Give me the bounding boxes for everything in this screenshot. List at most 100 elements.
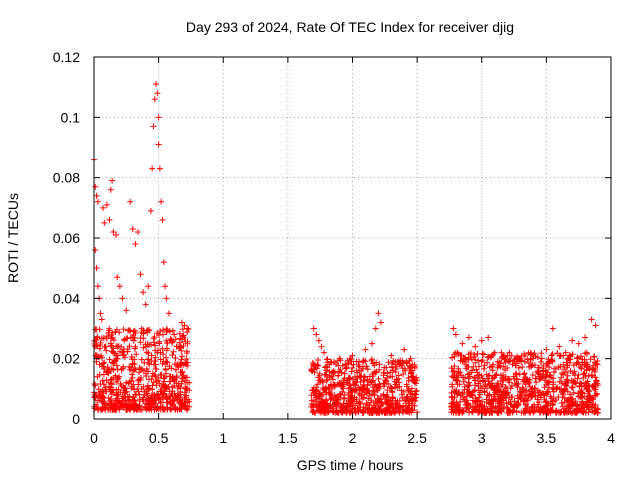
data-point (159, 216, 166, 223)
data-point (94, 283, 101, 290)
data-point (160, 259, 167, 266)
data-point (377, 319, 384, 326)
data-point (127, 198, 134, 205)
y-tick-label: 0.04 (53, 290, 80, 306)
data-point (582, 334, 589, 341)
data-point (315, 337, 322, 344)
x-tick-label: 1.5 (278, 430, 298, 446)
data-point (92, 183, 99, 190)
data-point (178, 319, 185, 326)
data-point (106, 216, 113, 223)
data-point (588, 316, 595, 323)
data-point (140, 289, 147, 296)
data-point (549, 325, 556, 332)
chart-title: Day 293 of 2024, Rate Of TEC Index for r… (186, 19, 514, 35)
x-tick-label: 0.5 (149, 430, 169, 446)
data-point (123, 307, 130, 314)
data-point (93, 192, 100, 199)
data-points (91, 81, 601, 416)
data-point (171, 331, 178, 338)
data-point (355, 358, 362, 365)
data-point (162, 283, 169, 290)
data-point (132, 241, 139, 248)
data-point (109, 177, 116, 184)
data-point (491, 349, 498, 356)
data-point (151, 96, 158, 103)
data-point (112, 231, 119, 238)
data-point (184, 325, 191, 332)
data-point (165, 310, 172, 317)
dense-data-points (91, 325, 601, 416)
data-point (407, 355, 414, 362)
data-point (372, 325, 379, 332)
data-point (504, 352, 511, 359)
data-point (119, 295, 126, 302)
data-point (530, 352, 537, 359)
x-tick-label: 3.5 (537, 430, 557, 446)
data-point (101, 219, 108, 226)
data-point (569, 337, 576, 344)
data-point (336, 355, 343, 362)
data-point (153, 81, 160, 88)
y-tick-label: 0.06 (53, 230, 80, 246)
data-point (94, 198, 101, 205)
x-tick-label: 2.5 (407, 430, 427, 446)
data-point (575, 340, 582, 347)
data-point (362, 346, 369, 353)
grid-lines (94, 57, 611, 419)
data-point (313, 331, 320, 338)
y-tick-label: 0.1 (61, 109, 81, 125)
data-point (98, 316, 105, 323)
y-tick-label: 0 (72, 411, 80, 427)
data-point (310, 325, 317, 332)
data-point (543, 346, 550, 353)
data-point (472, 343, 479, 350)
data-point (368, 340, 375, 347)
data-point (155, 114, 162, 121)
x-tick-label: 2 (349, 430, 357, 446)
data-point (401, 346, 408, 353)
x-tick-label: 1 (219, 430, 227, 446)
data-point (562, 349, 569, 356)
x-tick-labels: 0 0.5 1 1.5 2 2.5 3 3.5 4 (90, 430, 615, 446)
data-point (100, 204, 107, 211)
data-point (375, 310, 382, 317)
data-point (388, 352, 395, 359)
data-point (145, 283, 152, 290)
x-tick-label: 3 (478, 430, 486, 446)
data-point (154, 90, 161, 97)
data-point (92, 247, 99, 254)
data-point (93, 265, 100, 272)
data-point (321, 349, 328, 356)
axis-ticks (93, 56, 612, 420)
data-point (147, 207, 154, 214)
data-point (158, 198, 165, 205)
data-point (175, 343, 182, 350)
data-point (181, 322, 188, 329)
x-tick-label: 4 (607, 430, 615, 446)
x-tick-label: 0 (90, 430, 98, 446)
data-point (97, 310, 104, 317)
data-point (556, 343, 563, 350)
y-tick-label: 0.12 (53, 49, 80, 65)
data-point (116, 283, 123, 290)
data-point (149, 165, 156, 172)
data-point (156, 165, 163, 172)
data-point (103, 201, 110, 208)
data-point (110, 228, 117, 235)
data-point (478, 337, 485, 344)
data-point (517, 355, 524, 362)
data-point (107, 186, 114, 193)
data-point (155, 141, 162, 148)
data-point (459, 340, 466, 347)
y-tick-labels: 0 0.02 0.04 0.06 0.08 0.1 0.12 (53, 49, 80, 427)
data-point (142, 301, 149, 308)
data-point (134, 228, 141, 235)
data-point (163, 295, 170, 302)
data-point (129, 225, 136, 232)
data-point (450, 325, 457, 332)
data-point (485, 334, 492, 341)
y-axis-title: ROTI / TECUs (5, 193, 21, 283)
data-point (137, 271, 144, 278)
